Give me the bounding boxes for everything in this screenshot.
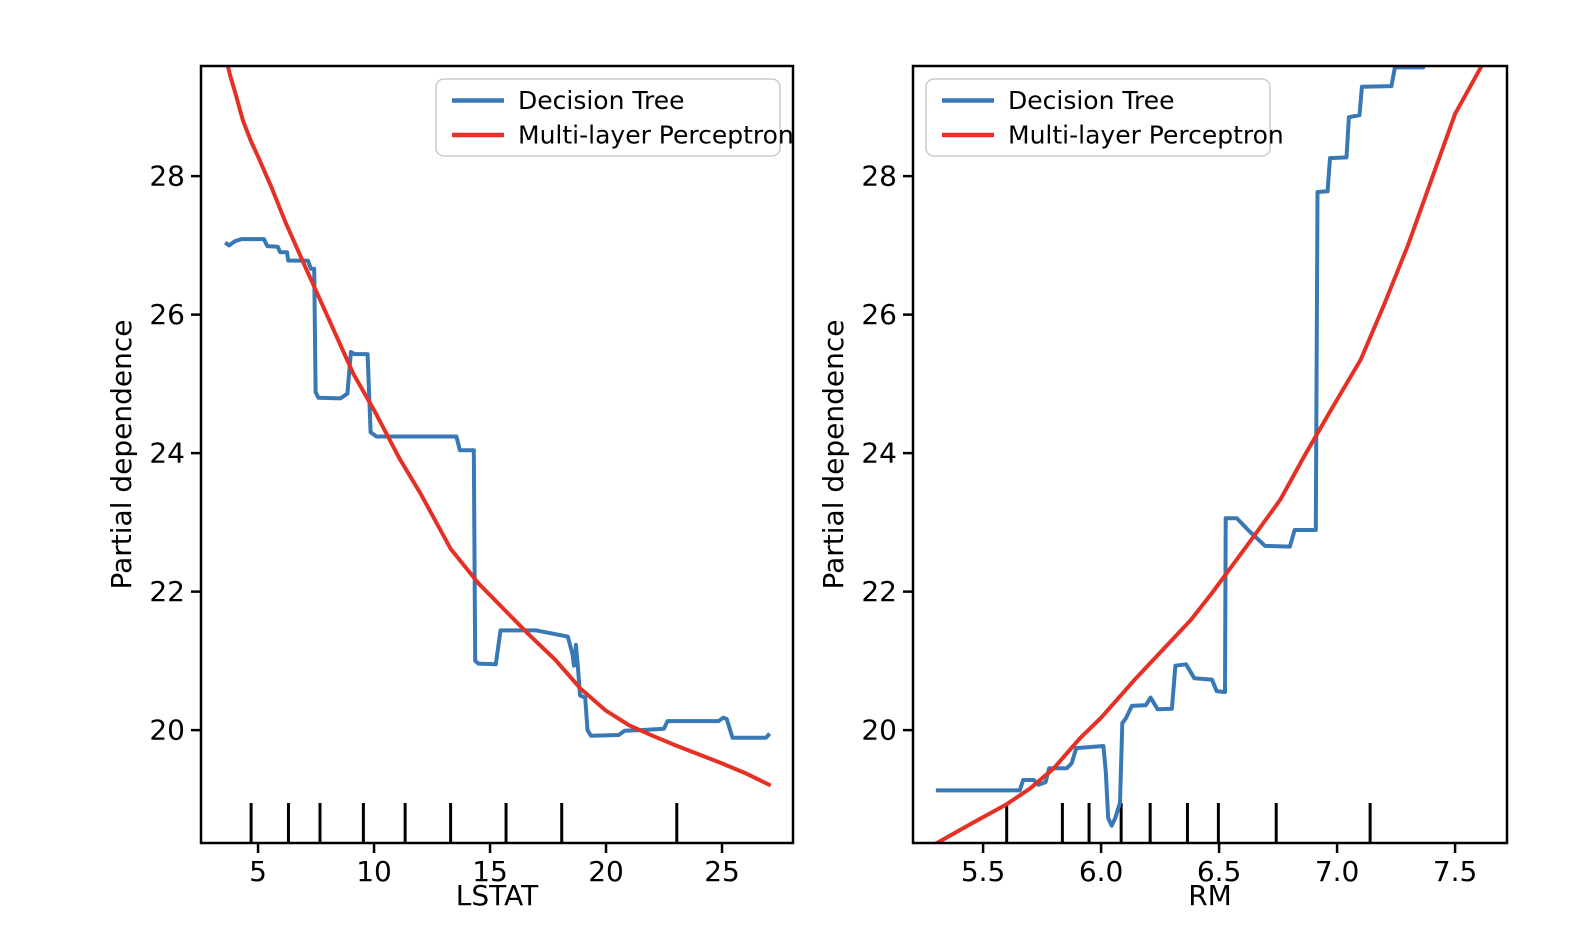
axes-frame (911, 64, 1509, 845)
y-tick-label: 20 (149, 714, 185, 747)
legend: Decision Tree Multi-layer Perceptron (925, 78, 1284, 157)
x-tick-label: 25 (704, 855, 740, 888)
subplot-rm: 5.5 6.0 6.5 7.0 7.5 20 22 24 26 28 RM Partial depen… (817, 64, 1509, 912)
legend-label: Multi-layer Perceptron (1008, 121, 1284, 150)
x-tick-label: 10 (356, 855, 392, 888)
x-tick-label: 20 (588, 855, 624, 888)
legend-label: Decision Tree (1008, 86, 1174, 115)
x-axis-label: RM (1188, 879, 1232, 912)
y-axis-label: Partial dependence (817, 319, 850, 589)
y-tick-label: 28 (861, 160, 897, 193)
legend-label: Decision Tree (518, 86, 684, 115)
x-tick-label: 6.5 (1197, 855, 1242, 888)
subplot-lstat: 5 10 15 20 25 20 22 24 26 28 LSTAT Partial dependen… (105, 64, 795, 912)
rug-marks (249, 803, 679, 842)
y-tick-label: 26 (149, 298, 185, 331)
x-axis-label: LSTAT (456, 879, 539, 912)
legend-label: Multi-layer Perceptron (518, 121, 794, 150)
legend: Decision Tree Multi-layer Perceptron (435, 78, 794, 157)
y-tick-label: 24 (861, 437, 897, 470)
x-tick-label: 15 (472, 855, 508, 888)
y-tick-label: 20 (861, 714, 897, 747)
y-tick-label: 22 (861, 575, 897, 608)
axes-frame (199, 64, 795, 845)
legend-box (925, 78, 1271, 157)
mlp-line (932, 66, 1484, 843)
y-axis-label: Partial dependence (105, 319, 138, 589)
legend-box (435, 78, 781, 157)
decision-tree-line (223, 237, 772, 740)
y-tick-label: 28 (149, 160, 185, 193)
x-tick-label: 5 (249, 855, 267, 888)
y-tick-label: 24 (149, 437, 185, 470)
mlp-line (225, 66, 772, 788)
x-tick-label: 7.0 (1315, 855, 1360, 888)
x-tick-label: 6.0 (1079, 855, 1124, 888)
x-tick-label: 5.5 (961, 855, 1006, 888)
y-tick-label: 22 (149, 575, 185, 608)
y-tick-label: 26 (861, 298, 897, 331)
x-tick-label: 7.5 (1433, 855, 1478, 888)
rug-marks (1005, 803, 1372, 842)
decision-tree-line (935, 66, 1426, 828)
